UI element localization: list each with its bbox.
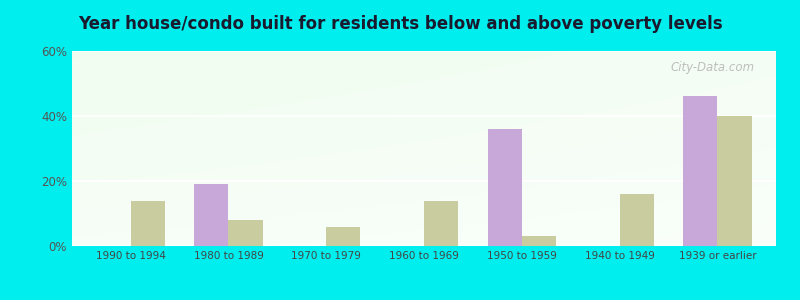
Bar [194, 184, 229, 246]
Bar [619, 194, 654, 246]
Bar [229, 220, 262, 246]
Bar [130, 200, 165, 246]
Bar [718, 116, 751, 246]
Text: Year house/condo built for residents below and above poverty levels: Year house/condo built for residents bel… [78, 15, 722, 33]
Bar [326, 226, 361, 246]
Text: City-Data.com: City-Data.com [670, 61, 755, 74]
Bar [424, 200, 458, 246]
Bar [522, 236, 556, 246]
Bar [683, 97, 718, 246]
Bar [487, 129, 522, 246]
